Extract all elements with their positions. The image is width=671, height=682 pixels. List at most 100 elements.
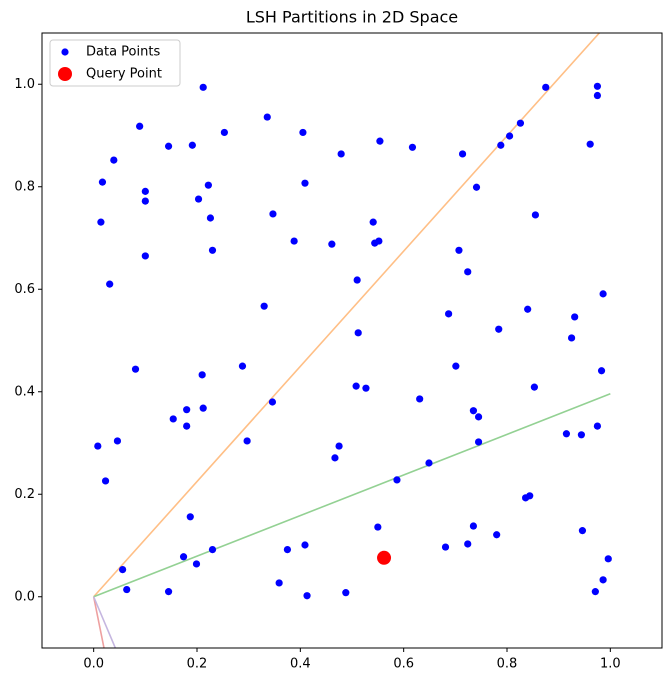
- data-point: [328, 240, 336, 248]
- data-point: [238, 362, 247, 370]
- data-point: [493, 531, 501, 539]
- data-point: [352, 382, 360, 390]
- legend-marker: [58, 67, 72, 81]
- data-point: [342, 589, 350, 597]
- data-point: [164, 142, 173, 150]
- x-tick-label: 0.6: [393, 657, 414, 672]
- y-tick-label: 1.0: [14, 77, 35, 92]
- data-point: [198, 371, 206, 379]
- data-point: [474, 413, 483, 421]
- data-point: [164, 588, 173, 596]
- data-point: [331, 454, 339, 462]
- data-point: [141, 197, 149, 205]
- data-point: [593, 422, 602, 430]
- data-point: [353, 276, 361, 284]
- data-point: [591, 588, 599, 596]
- hash-line: [93, 33, 601, 598]
- data-point: [530, 383, 538, 391]
- hash-line: [92, 596, 105, 648]
- chart-title: LSH Partitions in 2D Space: [246, 8, 458, 27]
- data-point: [369, 218, 377, 226]
- data-point: [119, 565, 127, 574]
- data-point: [243, 437, 251, 445]
- x-tick-label: 1.0: [600, 657, 621, 672]
- data-point: [599, 290, 607, 298]
- data-point: [522, 494, 530, 502]
- data-point: [337, 150, 345, 158]
- data-point: [567, 334, 576, 342]
- data-point: [505, 132, 514, 140]
- data-point: [290, 237, 298, 245]
- data-point: [97, 218, 105, 226]
- data-point: [455, 246, 463, 254]
- data-point: [299, 128, 307, 137]
- data-point: [183, 422, 191, 430]
- data-point: [416, 395, 424, 403]
- data-point: [260, 302, 268, 310]
- axes-frame: [41, 32, 663, 649]
- data-point: [188, 141, 196, 149]
- data-point: [110, 156, 118, 164]
- data-point: [94, 442, 102, 450]
- data-point: [113, 437, 122, 445]
- data-point: [192, 560, 201, 568]
- x-tick-label: 0.2: [187, 657, 208, 672]
- data-point: [599, 576, 607, 584]
- data-point: [362, 384, 370, 392]
- data-point: [98, 178, 107, 186]
- data-point: [220, 128, 228, 137]
- data-point: [283, 546, 292, 554]
- y-tick-label: 0.8: [14, 179, 35, 194]
- data-point: [408, 143, 417, 151]
- data-point: [464, 268, 472, 276]
- hash-line: [92, 596, 117, 648]
- data-point: [464, 540, 472, 548]
- legend-marker: [61, 48, 69, 56]
- data-point: [131, 365, 140, 373]
- data-point: [374, 523, 382, 531]
- data-point: [593, 82, 602, 90]
- data-point: [101, 477, 110, 485]
- data-point: [458, 150, 467, 158]
- data-point: [275, 579, 283, 587]
- data-point: [141, 187, 149, 195]
- data-point: [474, 438, 483, 446]
- data-point: [354, 329, 362, 337]
- data-point: [303, 592, 311, 600]
- data-point: [393, 476, 401, 484]
- legend-box: [49, 39, 181, 87]
- y-tick-label: 0.4: [14, 384, 35, 399]
- data-point: [469, 407, 478, 415]
- x-tick-label: 0.8: [497, 657, 518, 672]
- data-point: [335, 442, 343, 450]
- data-point: [268, 398, 277, 406]
- x-tick-label: 0.4: [290, 657, 311, 672]
- data-point: [183, 406, 191, 414]
- data-point: [263, 113, 271, 121]
- data-point: [469, 522, 478, 530]
- data-point: [186, 513, 194, 521]
- y-tick-label: 0.2: [14, 487, 35, 502]
- plot-area: [92, 33, 612, 648]
- data-point: [562, 430, 571, 438]
- legend-label: Data Points: [86, 45, 160, 60]
- data-point: [206, 214, 215, 222]
- data-point: [208, 246, 217, 254]
- y-tick-label: 0.0: [14, 589, 35, 604]
- data-point: [571, 313, 579, 321]
- data-point: [604, 555, 612, 563]
- data-point: [301, 179, 309, 187]
- data-point: [578, 527, 587, 535]
- data-point: [597, 367, 606, 375]
- data-point: [445, 310, 453, 318]
- data-point: [593, 91, 602, 100]
- data-point: [194, 195, 203, 203]
- data-point: [199, 404, 207, 412]
- data-point: [531, 211, 540, 219]
- data-point: [123, 585, 131, 594]
- data-point: [179, 553, 188, 561]
- data-point: [472, 183, 481, 191]
- data-point: [375, 237, 383, 245]
